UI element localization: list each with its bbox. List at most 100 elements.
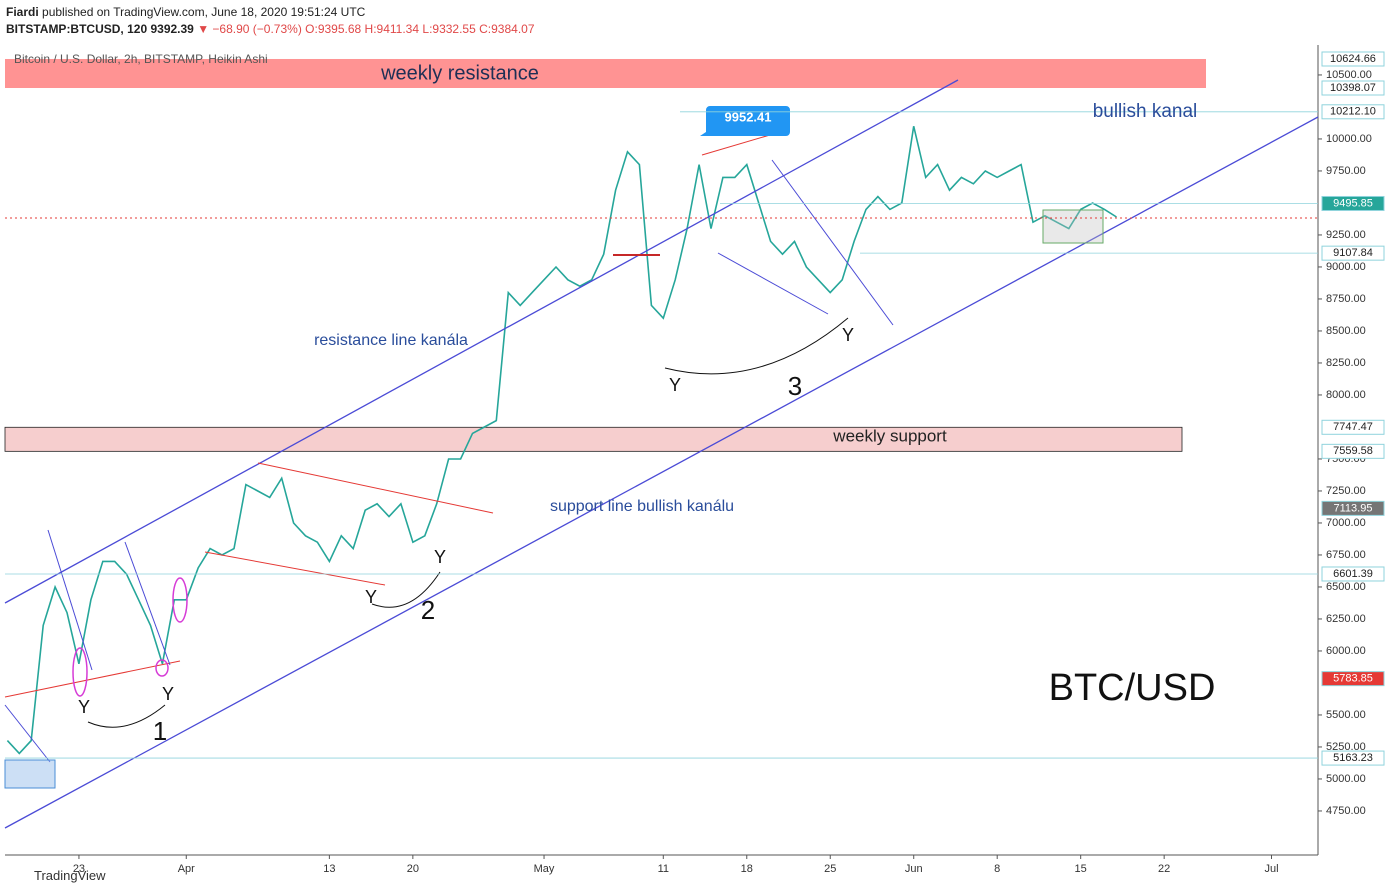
price-label bbox=[1321, 245, 1385, 261]
arc-arrow bbox=[87, 704, 166, 728]
trend-line bbox=[47, 529, 93, 671]
arc-arrow bbox=[371, 571, 441, 608]
price-label-text: 6601.39 bbox=[1333, 568, 1373, 580]
x-tick-label: Jun bbox=[905, 863, 923, 875]
price-label-text: 7113.95 bbox=[1334, 502, 1373, 514]
symbol: BITSTAMP:BTCUSD, 120 bbox=[6, 22, 148, 36]
change: ▼ −68.90 (−0.73%) bbox=[197, 22, 302, 36]
x-tick-label: 22 bbox=[1158, 863, 1170, 875]
x-tick-label: May bbox=[534, 863, 555, 875]
price-label-text: 5783.85 bbox=[1333, 673, 1373, 685]
x-tick-label: 8 bbox=[994, 863, 1000, 875]
y-tick-label: 6750.00 bbox=[1326, 549, 1366, 561]
drawings bbox=[4, 79, 1319, 829]
annotation: Y bbox=[842, 325, 854, 345]
channel-line bbox=[4, 79, 959, 604]
x-tick-label: Apr bbox=[178, 863, 195, 875]
y-tick-label: 5000.00 bbox=[1326, 773, 1366, 785]
y-tick-label: 10500.00 bbox=[1326, 69, 1372, 81]
price-label-text: 7747.47 bbox=[1333, 421, 1373, 433]
footer: TradingView bbox=[34, 868, 106, 883]
y-tick-label: 5250.00 bbox=[1326, 741, 1366, 753]
price-line bbox=[6, 126, 1117, 755]
trend-line bbox=[717, 252, 829, 315]
price-label bbox=[1321, 80, 1385, 96]
x-tick-label: 20 bbox=[407, 863, 419, 875]
trend-line bbox=[4, 660, 181, 698]
price-label bbox=[1321, 566, 1385, 582]
x-tick-label: 15 bbox=[1075, 863, 1087, 875]
y-tick-label: 8750.00 bbox=[1326, 293, 1366, 305]
annotation: BTC/USD bbox=[1049, 667, 1216, 709]
annotation: Y bbox=[669, 375, 681, 395]
annotation: weekly support bbox=[832, 426, 947, 445]
price-label bbox=[1321, 51, 1385, 67]
price-label bbox=[1321, 671, 1385, 687]
price-label-text: 9495.85 bbox=[1333, 197, 1373, 209]
ohlc: C:9384.07 bbox=[479, 22, 535, 36]
annotation: Y bbox=[78, 697, 90, 717]
price-label-text: 10212.10 bbox=[1330, 106, 1376, 118]
highlight bbox=[72, 647, 88, 697]
arc-arrow bbox=[664, 317, 849, 375]
y-tick-label: 9000.00 bbox=[1326, 261, 1366, 273]
price-label bbox=[1321, 419, 1385, 435]
y-tick-label: 7000.00 bbox=[1326, 517, 1366, 529]
ohlc: O:9395.68 bbox=[305, 22, 362, 36]
annotation: 2 bbox=[421, 595, 435, 625]
y-tick-label: 6250.00 bbox=[1326, 613, 1366, 625]
x-tick-label: 25 bbox=[824, 863, 836, 875]
price-label bbox=[1321, 750, 1385, 766]
price-label-text: 9107.84 bbox=[1333, 247, 1373, 259]
y-tick-label: 7250.00 bbox=[1326, 485, 1366, 497]
y-tick-label: 6000.00 bbox=[1326, 645, 1366, 657]
price-label bbox=[1321, 443, 1385, 459]
annotation: Y bbox=[365, 587, 377, 607]
y-tick-label: 8500.00 bbox=[1326, 325, 1366, 337]
box bbox=[4, 759, 56, 789]
annotation: Y bbox=[162, 684, 174, 704]
y-tick-label: 9250.00 bbox=[1326, 229, 1366, 241]
x-tick-label: 18 bbox=[741, 863, 753, 875]
price-bubble bbox=[700, 106, 790, 136]
channel-line bbox=[4, 116, 1319, 829]
last: 9392.39 bbox=[150, 22, 194, 36]
price-label-text: 10624.66 bbox=[1330, 53, 1376, 65]
y-tick-label: 8250.00 bbox=[1326, 357, 1366, 369]
zone bbox=[4, 426, 1183, 452]
trend-line bbox=[257, 462, 494, 514]
y-tick-label: 10000.00 bbox=[1326, 133, 1372, 145]
published: published on TradingView.com, June 18, 2… bbox=[42, 5, 366, 19]
annotation: bullish kanal bbox=[1093, 101, 1198, 122]
ohlc: L:9332.55 bbox=[422, 22, 476, 36]
y-tick-label: 8000.00 bbox=[1326, 389, 1366, 401]
x-tick-label: 11 bbox=[658, 863, 669, 875]
price-label bbox=[1321, 195, 1385, 211]
annotation: resistance line kanála bbox=[314, 332, 468, 349]
trend-line bbox=[204, 551, 386, 586]
trend-line bbox=[771, 159, 894, 326]
publish-info: Fiardi published on TradingView.com, Jun… bbox=[6, 5, 365, 19]
price-label-text: 10398.07 bbox=[1330, 82, 1376, 94]
y-tick-label: 6500.00 bbox=[1326, 581, 1366, 593]
trend-line bbox=[4, 704, 51, 763]
ohlc: H:9411.34 bbox=[364, 22, 420, 36]
highlight bbox=[155, 659, 169, 677]
price-label-text: 7559.58 bbox=[1333, 445, 1373, 457]
y-tick-label: 5500.00 bbox=[1326, 709, 1366, 721]
y-tick-label: 4750.00 bbox=[1326, 805, 1366, 817]
annotation: weekly resistance bbox=[380, 62, 539, 84]
chart-title: Bitcoin / U.S. Dollar, 2h, BITSTAMP, Hei… bbox=[14, 52, 268, 66]
box bbox=[1042, 209, 1104, 244]
symbol-info: BITSTAMP:BTCUSD, 120 9392.39 ▼ −68.90 (−… bbox=[6, 22, 535, 36]
price-label bbox=[1321, 104, 1385, 120]
annotation: 3 bbox=[788, 371, 802, 401]
price-label-text: 5163.23 bbox=[1333, 752, 1373, 764]
annotation: Y bbox=[434, 547, 446, 567]
price-label bbox=[1321, 500, 1385, 516]
annotation: 1 bbox=[153, 716, 167, 746]
x-tick-label: 23 bbox=[73, 863, 85, 875]
y-tick-label: 9750.00 bbox=[1326, 165, 1366, 177]
